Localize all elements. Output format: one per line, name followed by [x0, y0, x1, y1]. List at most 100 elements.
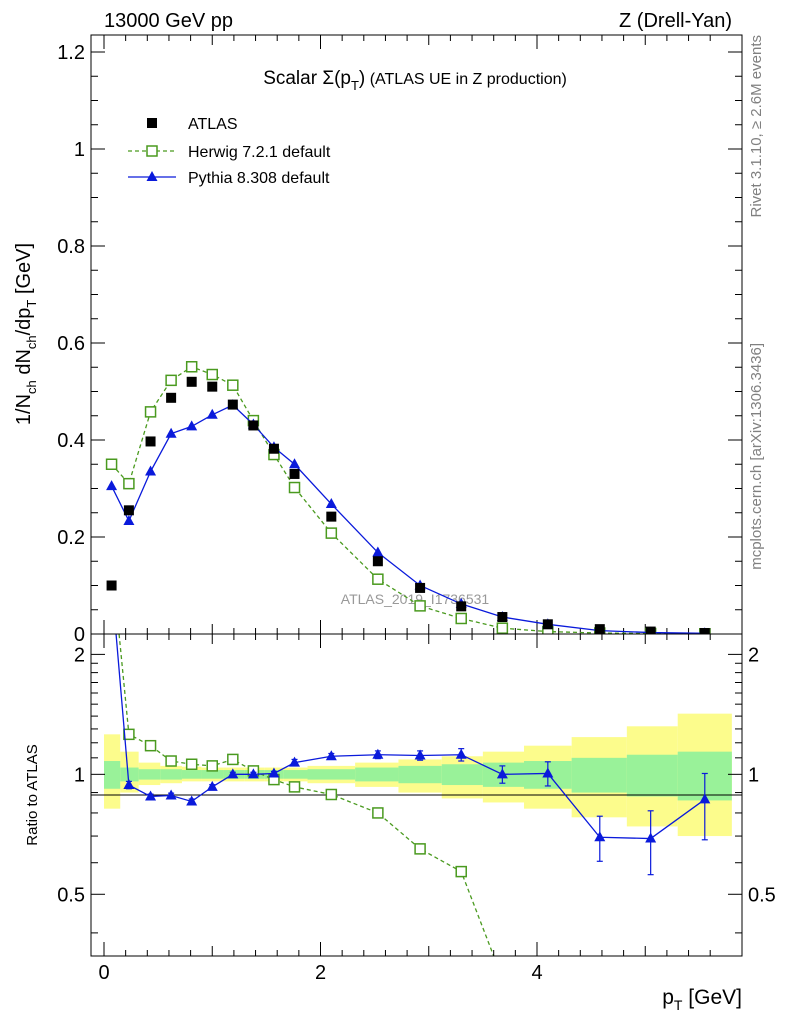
ratio-point-herwig [165, 755, 177, 767]
main-y-tick-label: 0 [74, 624, 85, 646]
data-point-pythia [372, 546, 384, 557]
data-point-herwig [227, 379, 239, 391]
data-point-atlas [227, 399, 238, 410]
data-point-atlas [145, 436, 156, 447]
data-point-pythia [325, 498, 337, 509]
x-tick-label: 2 [315, 962, 326, 984]
stat-uncertainty-band [398, 765, 442, 784]
ratio-point-pythia [699, 793, 711, 804]
data-point-herwig [123, 477, 135, 490]
data-point-herwig [185, 361, 198, 373]
data-point-pythia [145, 465, 157, 476]
ratio-point-pythia [594, 831, 606, 842]
data-point-herwig [325, 527, 338, 539]
x-axis-label-sub: T [674, 997, 683, 1013]
ratio-point-pythia [227, 768, 239, 779]
ratio-point-pythia [289, 756, 301, 767]
data-point-pythia [186, 420, 198, 431]
ratio-y-tick-label-right: 2 [748, 644, 759, 666]
ratio-y-axis-label: Ratio to ATLAS [24, 744, 41, 845]
main-y-axis: 0 0.2 0.4 0.6 0.8 1 1.2 [57, 42, 742, 646]
data-point-atlas [372, 556, 383, 567]
legend-marker-atlas [147, 118, 157, 128]
ratio-point-pythia [145, 790, 157, 801]
main-y-tick-label: 0.8 [57, 236, 85, 258]
data-point-herwig [496, 622, 509, 634]
data-point-atlas [645, 626, 656, 637]
main-plot-frame [90, 34, 743, 635]
legend-label-atlas: ATLAS [188, 116, 238, 133]
ratio-y-tick-label: 0.5 [57, 884, 85, 906]
data-point-herwig [288, 481, 301, 494]
legend-marker-pythia [146, 171, 158, 181]
data-point-atlas [268, 443, 279, 454]
x-axis-label: pT [GeV] [662, 986, 742, 1013]
data-point-atlas [326, 511, 337, 522]
stat-uncertainty-band [283, 770, 308, 779]
ratio-point-herwig [372, 807, 384, 819]
ratio-point-herwig [206, 760, 218, 772]
stat-uncertainty-band [441, 764, 483, 786]
ratio-point-pythia [455, 748, 467, 759]
mcplots-label: mcplots.cern.ch [arXiv:1306.3436] [748, 343, 765, 570]
stat-uncertainty-band [571, 757, 627, 793]
x-tick-label: 4 [531, 962, 542, 984]
legend-label-herwig: Herwig 7.2.1 default [188, 144, 331, 161]
stat-uncertainty-band [201, 770, 224, 779]
ratio-y-tick-label-right: 1 [748, 764, 759, 786]
ratio-point-herwig [227, 753, 239, 766]
ratio-point-pythia [325, 750, 337, 761]
chart-title-close: ) [359, 68, 365, 89]
data-point-herwig [206, 368, 218, 381]
data-point-atlas [106, 580, 117, 591]
data-point-herwig [414, 600, 426, 612]
stat-uncertainty-band [160, 769, 182, 780]
ratio-series-0 [118, 634, 495, 956]
data-point-herwig [455, 612, 467, 625]
ratio-point-pythia [247, 768, 259, 779]
ratio-y-axis: 0.5 0.5 1 1 2 2 [57, 644, 776, 934]
ratio-point-pythia [372, 748, 384, 759]
ratio-point-pythia [186, 795, 198, 806]
header-right: Z (Drell-Yan) [619, 10, 732, 32]
ratio-y-tick-label: 2 [74, 644, 85, 666]
stat-uncertainty-band [355, 767, 399, 782]
main-y-axis-label: 1/Nch dNch/dpT [GeV] [13, 243, 39, 425]
stat-uncertainty-band [307, 769, 356, 780]
data-point-pythia [206, 408, 218, 419]
data-point-pythia [289, 458, 301, 469]
data-point-herwig [105, 458, 118, 470]
main-y-tick-label: 1.2 [57, 42, 85, 64]
chart-title: Scalar Σ(pT) (ATLAS UE in Z production) [263, 68, 567, 93]
legend-marker-herwig [146, 145, 158, 157]
ratio-point-pythia [645, 832, 657, 843]
ratio-point-herwig [288, 781, 301, 793]
ratio-point-herwig [455, 865, 467, 878]
ratio-x-axis: 0 2 4 [98, 634, 711, 984]
ratio-point-pythia [123, 779, 135, 790]
main-panel: 0 0.2 0.4 0.6 0.8 1 1.2 ATLAS_2019_I1736531 Sc… [13, 34, 743, 646]
data-point-atlas [186, 376, 197, 387]
x-axis-label-unit: [GeV] [682, 986, 742, 1009]
ratio-point-pythia [165, 789, 177, 800]
ratio-point-herwig [123, 728, 135, 741]
main-series-0 [106, 376, 710, 639]
data-point-atlas [248, 420, 259, 431]
ratio-y-tick-label-right: 0.5 [748, 884, 776, 906]
main-y-tick-label: 0.6 [57, 333, 85, 355]
ratio-point-pythia [414, 749, 426, 760]
stat-uncertainty-band [138, 769, 161, 780]
stat-uncertainty-band [181, 770, 202, 779]
data-point-atlas [497, 612, 508, 623]
data-point-pythia [165, 427, 177, 438]
legend: ATLAS Herwig 7.2.1 default Pythia 8.308 … [128, 116, 331, 187]
ratio-point-herwig [185, 758, 198, 770]
ratio-plot-frame [90, 633, 743, 957]
data-point-atlas [207, 381, 218, 392]
ratio-point-pythia [268, 767, 280, 778]
data-point-atlas [166, 392, 177, 403]
chart-title-main: Scalar Σ(p [263, 68, 351, 89]
data-point-atlas [123, 505, 134, 516]
chart-title-note: (ATLAS UE in Z production) [370, 71, 567, 88]
